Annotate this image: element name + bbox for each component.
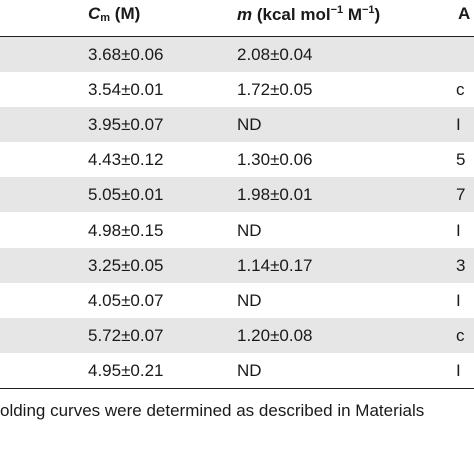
- header-partial: A: [458, 4, 471, 23]
- m-unit-pre: (kcal mol: [256, 5, 331, 24]
- cell-m: ND: [237, 290, 262, 310]
- row-stripe: [0, 177, 474, 213]
- cell-m: 1.20±0.08: [237, 325, 313, 345]
- cell-partial: c: [456, 325, 465, 345]
- cell-cm: 3.25±0.05: [88, 255, 164, 275]
- cell-m: ND: [237, 220, 262, 240]
- cell-m: ND: [237, 115, 262, 135]
- footnote: olding curves were determined as describ…: [0, 401, 425, 420]
- m-sup2: −1: [362, 4, 375, 16]
- row-stripe: [0, 107, 474, 143]
- m-symbol: m: [237, 5, 253, 24]
- cell-m: 1.72±0.05: [237, 80, 313, 100]
- cell-partial: I: [456, 290, 461, 310]
- cell-cm: 4.98±0.15: [88, 220, 164, 240]
- cell-m: 1.30±0.06: [237, 150, 313, 170]
- cell-m: 2.08±0.04: [237, 45, 313, 64]
- cell-partial: I: [456, 360, 461, 380]
- header-m: m (kcal mol−1 M−1): [237, 4, 380, 25]
- table-header: Cm (M) m (kcal mol−1 M−1) A: [0, 0, 474, 36]
- cell-cm: 4.43±0.12: [88, 150, 164, 170]
- cell-cm: 3.68±0.06: [88, 45, 164, 64]
- cell-partial: 5: [456, 150, 466, 170]
- cm-unit: (M): [114, 4, 141, 23]
- row-stripe: [0, 317, 474, 353]
- cell-m: 1.98±0.01: [237, 185, 313, 205]
- m-sup1: −1: [330, 4, 344, 16]
- cell-cm: 4.05±0.07: [88, 290, 164, 310]
- cell-cm: 4.95±0.21: [88, 360, 164, 380]
- cell-partial: I: [456, 220, 461, 240]
- cell-cm: 5.72±0.07: [88, 325, 164, 345]
- header-rule: [0, 36, 474, 37]
- cell-m: ND: [237, 360, 262, 380]
- m-unit-mid: M: [343, 5, 362, 24]
- cell-partial: 3: [456, 255, 466, 275]
- cell-partial: I: [456, 115, 461, 135]
- cm-symbol: C: [88, 4, 101, 23]
- cell-m: 1.14±0.17: [237, 255, 313, 275]
- header-cm: Cm (M): [88, 4, 140, 24]
- cell-partial: c: [456, 80, 465, 100]
- row-stripe: [0, 247, 474, 283]
- cell-cm: 3.54±0.01: [88, 80, 164, 100]
- row-stripe: [0, 37, 474, 72]
- cell-partial: 7: [456, 185, 466, 205]
- cell-cm: 3.95±0.07: [88, 115, 164, 135]
- bottom-rule: [0, 388, 474, 389]
- cm-subscript: m: [100, 12, 111, 24]
- cell-cm: 5.05±0.01: [88, 185, 164, 205]
- m-unit-post: ): [374, 5, 381, 24]
